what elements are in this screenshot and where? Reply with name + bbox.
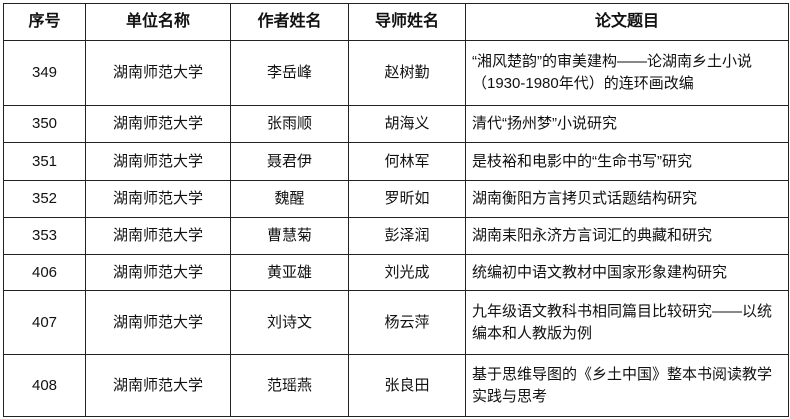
author-name: 刘诗文 — [230, 290, 349, 355]
thesis-title: 湖南耒阳永济方言词汇的典藏和研究 — [465, 217, 789, 255]
thesis-title: 湖南衡阳方言拷贝式话题结构研究 — [465, 180, 789, 218]
advisor-name: 赵树勤 — [348, 40, 466, 106]
header-unit: 单位名称 — [85, 3, 231, 41]
unit-name: 湖南师范大学 — [85, 180, 231, 218]
table-row: 352 湖南师范大学 魏醒 罗昕如 湖南衡阳方言拷贝式话题结构研究 — [3, 180, 789, 218]
header-no: 序号 — [3, 3, 86, 41]
header-advisor: 导师姓名 — [348, 3, 466, 41]
table-row: 353 湖南师范大学 曹慧菊 彭泽润 湖南耒阳永济方言词汇的典藏和研究 — [3, 217, 789, 255]
header-title: 论文题目 — [465, 3, 789, 41]
unit-name: 湖南师范大学 — [85, 254, 231, 291]
table-row: 406 湖南师范大学 黄亚雄 刘光成 统编初中语文教材中国家形象建构研究 — [3, 254, 789, 291]
advisor-name: 胡海义 — [348, 105, 466, 143]
unit-name: 湖南师范大学 — [85, 40, 231, 106]
author-name: 张雨顺 — [230, 105, 349, 143]
row-number: 350 — [3, 105, 86, 143]
author-name: 黄亚雄 — [230, 254, 349, 291]
row-number: 349 — [3, 40, 86, 106]
table-row: 350 湖南师范大学 张雨顺 胡海义 清代“扬州梦”小说研究 — [3, 105, 789, 143]
unit-name: 湖南师范大学 — [85, 217, 231, 255]
advisor-name: 杨云萍 — [348, 290, 466, 355]
table-row: 351 湖南师范大学 聂君伊 何林军 是枝裕和电影中的“生命书写”研究 — [3, 142, 789, 181]
advisor-name: 罗昕如 — [348, 180, 466, 218]
thesis-title: “湘风楚韵”的审美建构——论湖南乡土小说（1930-1980年代）的连环画改编 — [465, 40, 789, 106]
advisor-name: 彭泽润 — [348, 217, 466, 255]
thesis-title: 清代“扬州梦”小说研究 — [465, 105, 789, 143]
thesis-title: 是枝裕和电影中的“生命书写”研究 — [465, 142, 789, 181]
author-name: 魏醒 — [230, 180, 349, 218]
thesis-table: 序号 单位名称 作者姓名 导师姓名 论文题目 349 湖南师范大学 李岳峰 赵树勤 “湘… — [3, 3, 789, 417]
author-name: 范瑶燕 — [230, 354, 349, 417]
row-number: 406 — [3, 254, 86, 291]
author-name: 李岳峰 — [230, 40, 349, 106]
advisor-name: 刘光成 — [348, 254, 466, 291]
table-row: 408 湖南师范大学 范瑶燕 张良田 基于思维导图的《乡土中国》整本书阅读教学实践与思考 — [3, 354, 789, 417]
table-row: 407 湖南师范大学 刘诗文 杨云萍 九年级语文教科书相同篇目比较研究——以统编本和人教… — [3, 290, 789, 355]
row-number: 408 — [3, 354, 86, 417]
row-number: 353 — [3, 217, 86, 255]
row-number: 352 — [3, 180, 86, 218]
header-row: 序号 单位名称 作者姓名 导师姓名 论文题目 — [3, 3, 789, 41]
author-name: 曹慧菊 — [230, 217, 349, 255]
table-row: 349 湖南师范大学 李岳峰 赵树勤 “湘风楚韵”的审美建构——论湖南乡土小说（1930… — [3, 40, 789, 106]
unit-name: 湖南师范大学 — [85, 354, 231, 417]
thesis-title: 统编初中语文教材中国家形象建构研究 — [465, 254, 789, 291]
header-author: 作者姓名 — [230, 3, 349, 41]
thesis-title: 基于思维导图的《乡土中国》整本书阅读教学实践与思考 — [465, 354, 789, 417]
advisor-name: 张良田 — [348, 354, 466, 417]
unit-name: 湖南师范大学 — [85, 290, 231, 355]
author-name: 聂君伊 — [230, 142, 349, 181]
unit-name: 湖南师范大学 — [85, 142, 231, 181]
advisor-name: 何林军 — [348, 142, 466, 181]
row-number: 351 — [3, 142, 86, 181]
row-number: 407 — [3, 290, 86, 355]
unit-name: 湖南师范大学 — [85, 105, 231, 143]
thesis-title: 九年级语文教科书相同篇目比较研究——以统编本和人教版为例 — [465, 290, 789, 355]
